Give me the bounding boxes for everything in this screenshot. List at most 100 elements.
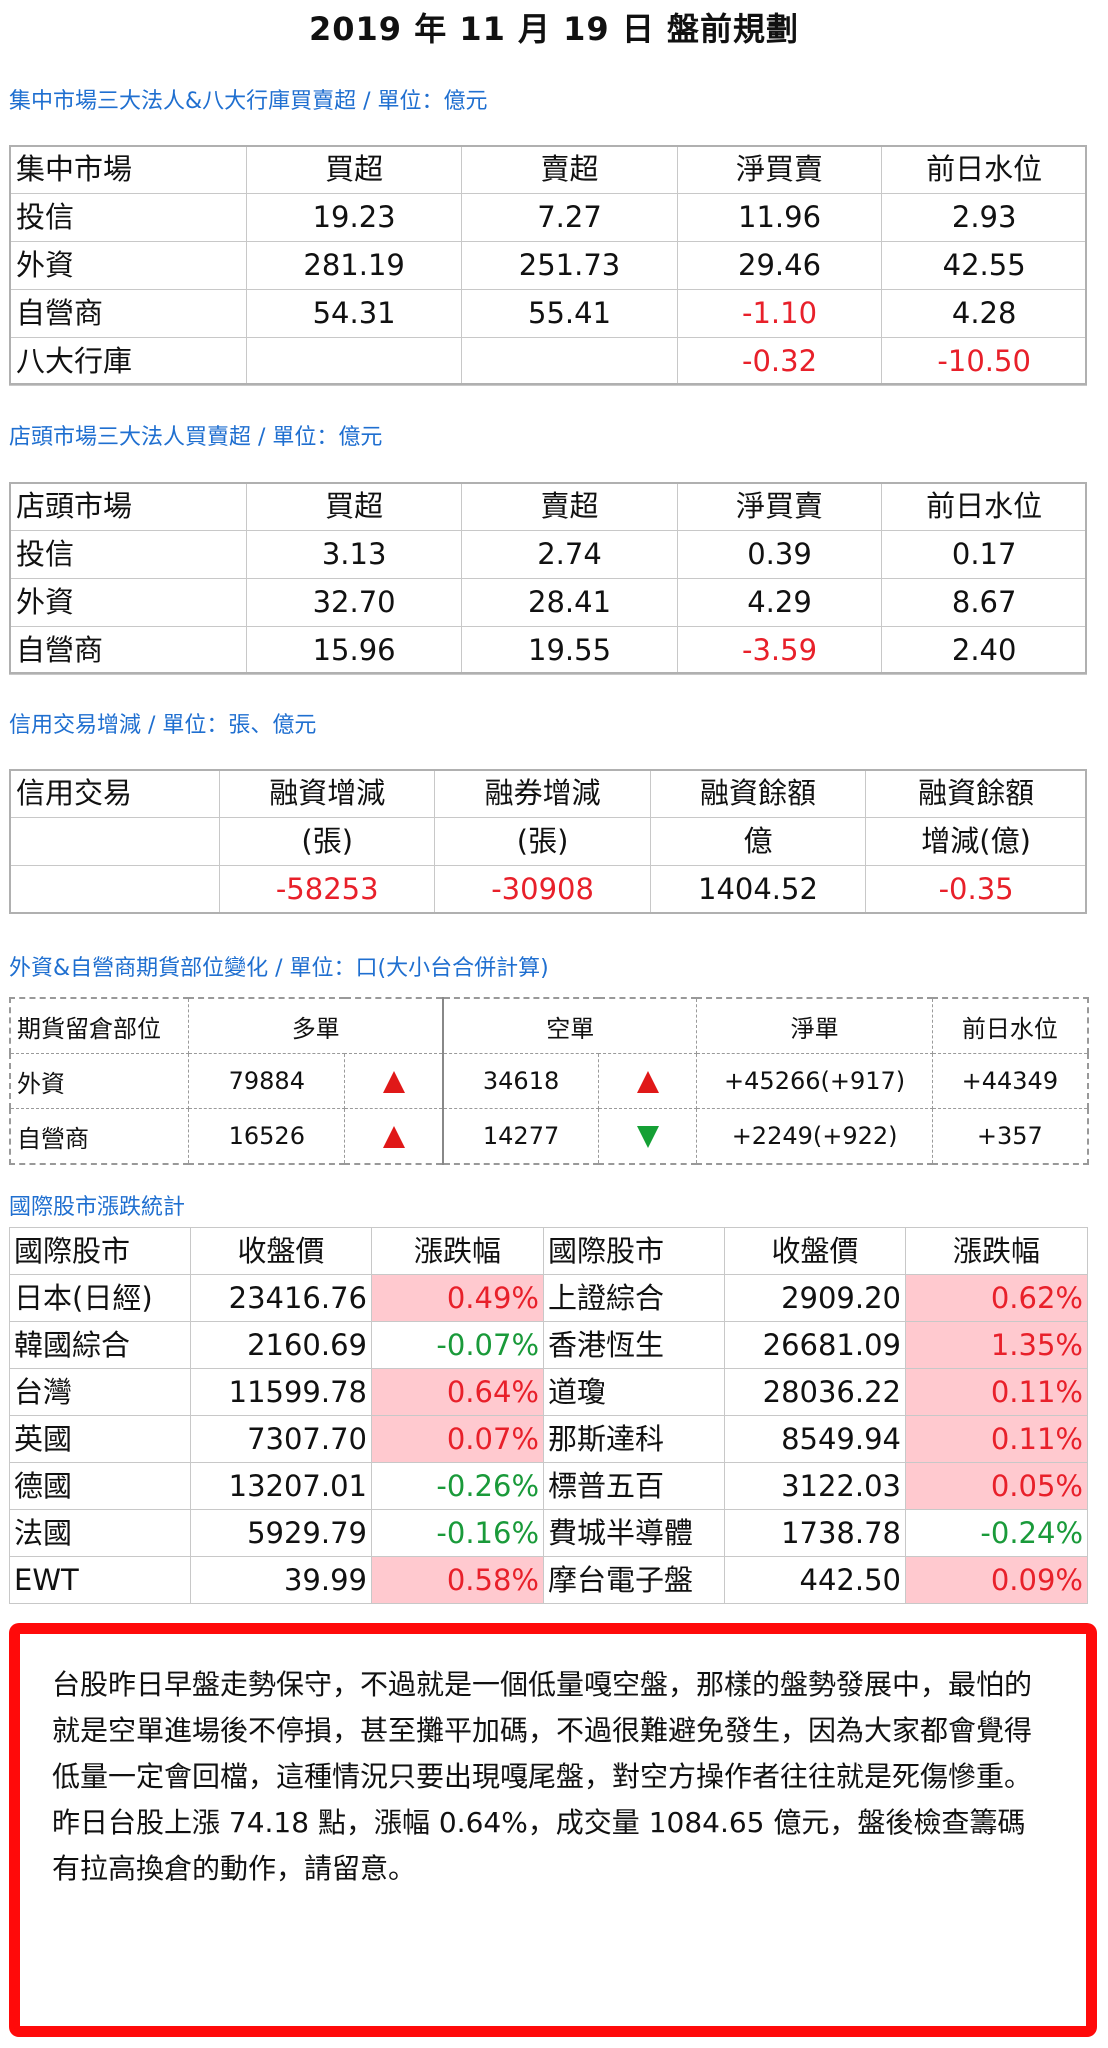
close-price: 1738.78 [724, 1509, 906, 1557]
table-cell: -1.10 [676, 289, 883, 338]
table-row: 自營商 54.31 55.41 -1.10 4.28 [9, 289, 1087, 338]
table-row: 投信 19.23 7.27 11.96 2.93 [9, 193, 1087, 242]
table-row: 投信 3.13 2.74 0.39 0.17 [9, 530, 1087, 579]
table-cell: 外資 [9, 1053, 190, 1109]
table-cell: 自營商 [9, 626, 247, 675]
header-cell: 融資餘額 [865, 769, 1087, 818]
table-row: 外資 281.19 251.73 29.46 42.55 [9, 241, 1087, 290]
close-price: 2909.20 [724, 1274, 906, 1322]
table-cell: 15.96 [245, 626, 463, 675]
close-price: 5929.79 [190, 1509, 372, 1557]
table-cell: 42.55 [881, 241, 1087, 290]
table-row: EWT 39.99 0.58% 摩台電子盤 442.50 0.09% [9, 1556, 1088, 1604]
table-cell: 0.39 [676, 530, 883, 579]
change-pct: 0.11% [905, 1368, 1088, 1416]
change-pct: 0.11% [905, 1415, 1088, 1463]
header-cell: 淨買賣 [676, 482, 883, 531]
table-row: 日本(日經) 23416.76 0.49% 上證綜合 2909.20 0.62% [9, 1274, 1088, 1322]
table-row: 英國 7307.70 0.07% 那斯達科 8549.94 0.11% [9, 1415, 1088, 1463]
table-row: -58253 -30908 1404.52 -0.35 [9, 865, 1087, 914]
table-cell: 55.41 [461, 289, 678, 338]
header-cell: 淨買賣 [676, 145, 883, 194]
market-name: 那斯達科 [543, 1415, 725, 1463]
close-price: 7307.70 [190, 1415, 372, 1463]
close-price: 8549.94 [724, 1415, 906, 1463]
market-name: EWT [9, 1556, 191, 1604]
close-price: 39.99 [190, 1556, 372, 1604]
header-cell: (張) [434, 817, 651, 866]
table-cell [598, 1108, 698, 1165]
market-name: 日本(日經) [9, 1274, 191, 1322]
table-cell [344, 1053, 444, 1109]
table-header-row: (張) (張) 億增減(億) [9, 817, 1087, 866]
change-pct: 0.07% [371, 1415, 544, 1463]
change-pct: -0.26% [371, 1462, 544, 1510]
table-row: 法國 5929.79 -0.16% 費城半導體 1738.78 -0.24% [9, 1509, 1088, 1557]
market-name: 道瓊 [543, 1368, 725, 1416]
table-cell: -0.32 [676, 337, 883, 386]
section-heading-listed: 集中市場三大法人&八大行庫買賣超 / 單位：億元 [9, 89, 488, 114]
close-price: 442.50 [724, 1556, 906, 1604]
table-cell: 16526 [188, 1108, 346, 1165]
market-name: 韓國綜合 [9, 1321, 191, 1369]
table-cell: 4.28 [881, 289, 1087, 338]
market-name: 標普五百 [543, 1462, 725, 1510]
header-cell: 國際股市 [9, 1227, 191, 1275]
header-cell: 前日水位 [881, 145, 1087, 194]
header-cell: 融資增減 [218, 769, 436, 818]
table-cell: 11.96 [676, 193, 883, 242]
table-cell [245, 337, 463, 386]
header-cell: 賣超 [461, 482, 678, 531]
intl-stock-table: 國際股市 收盤價 漲跌幅 國際股市 收盤價 漲跌幅 日本(日經) 23416.76 0.49% 上… [9, 1227, 1088, 1604]
table-cell: +45266(+917) [696, 1053, 933, 1109]
table-cell: 自營商 [9, 289, 247, 338]
change-pct: -0.07% [371, 1321, 544, 1369]
header-cell: 增減(億) [865, 817, 1087, 866]
table-row: 外資 32.70 28.41 4.29 8.67 [9, 578, 1087, 627]
table-header-row: 店頭市場 買超 賣超 淨買賣 前日水位 [9, 482, 1087, 531]
otc-market-table: 店頭市場 買超 賣超 淨買賣 前日水位 投信 3.13 2.74 0.39 0.17 外資 32.70… [9, 482, 1087, 675]
arrow-up-icon [636, 1071, 659, 1093]
header-cell [9, 817, 220, 866]
header-cell: 漲跌幅 [371, 1227, 544, 1275]
table-cell: 251.73 [461, 241, 678, 290]
table-row: 自營商 15.96 19.55 -3.59 2.40 [9, 626, 1087, 675]
table-header-row: 國際股市 收盤價 漲跌幅 國際股市 收盤價 漲跌幅 [9, 1227, 1088, 1275]
table-cell: 1404.52 [649, 865, 867, 914]
market-name: 英國 [9, 1415, 191, 1463]
header-cell: 融券增減 [434, 769, 651, 818]
header-cell: 前日水位 [881, 482, 1087, 531]
table-cell: 29.46 [676, 241, 883, 290]
margin-trading-table: 信用交易 融資增減 融券增減 融資餘額 融資餘額 (張) (張) 億增減(億) -58253 -3… [9, 769, 1087, 914]
table-cell: 0.17 [881, 530, 1087, 579]
table-cell: +44349 [931, 1053, 1089, 1109]
table-header-row: 集中市場 買超 賣超 淨買賣 前日水位 [9, 145, 1087, 194]
table-cell: 54.31 [245, 289, 463, 338]
header-cell: 國際股市 [543, 1227, 725, 1275]
header-cell: 多單 [188, 997, 444, 1054]
header-cell: 億 [649, 817, 867, 866]
table-header-row: 信用交易 融資增減 融券增減 融資餘額 融資餘額 [9, 769, 1087, 818]
table-header-row: 期貨留倉部位 多單 空單 淨單 前日水位 [9, 997, 1089, 1054]
table-cell [598, 1053, 698, 1109]
page-title: 2019 年 11 月 19 日 盤前規劃 [309, 10, 799, 48]
futures-position-table: 期貨留倉部位 多單 空單 淨單 前日水位 外資 79884 34618 +45266(+917)… [9, 997, 1089, 1165]
change-pct: 0.05% [905, 1462, 1088, 1510]
section-heading-otc: 店頭市場三大法人買賣超 / 單位：億元 [9, 425, 383, 450]
market-name: 德國 [9, 1462, 191, 1510]
table-cell: 投信 [9, 193, 247, 242]
table-cell: 2.74 [461, 530, 678, 579]
table-cell: 281.19 [245, 241, 463, 290]
market-name: 上證綜合 [543, 1274, 725, 1322]
change-pct: 1.35% [905, 1321, 1088, 1369]
market-name: 法國 [9, 1509, 191, 1557]
market-name: 摩台電子盤 [543, 1556, 725, 1604]
header-cell: 前日水位 [931, 997, 1089, 1054]
close-price: 23416.76 [190, 1274, 372, 1322]
arrow-down-icon [636, 1126, 659, 1148]
table-cell: 4.29 [676, 578, 883, 627]
table-cell [9, 865, 220, 914]
header-cell: 融資餘額 [649, 769, 867, 818]
header-cell: 集中市場 [9, 145, 247, 194]
close-price: 3122.03 [724, 1462, 906, 1510]
